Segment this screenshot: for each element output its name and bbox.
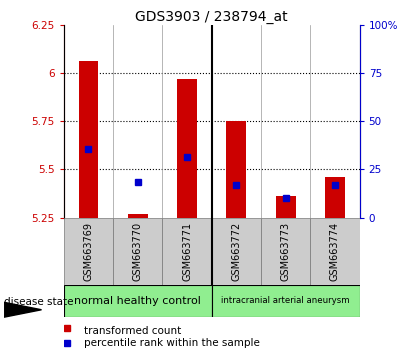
- Bar: [310, 218, 360, 285]
- Text: GSM663771: GSM663771: [182, 222, 192, 281]
- Bar: [128, 214, 148, 218]
- Text: GSM663773: GSM663773: [281, 222, 291, 281]
- Bar: [261, 218, 310, 285]
- Bar: [212, 218, 261, 285]
- Bar: [226, 121, 246, 218]
- Text: percentile rank within the sample: percentile rank within the sample: [84, 338, 260, 348]
- Text: GSM663774: GSM663774: [330, 222, 340, 281]
- Text: transformed count: transformed count: [84, 326, 182, 336]
- Bar: [177, 79, 197, 218]
- Bar: [79, 62, 98, 218]
- Bar: [64, 218, 113, 285]
- Bar: [113, 218, 162, 285]
- Bar: [212, 285, 360, 317]
- Text: disease state: disease state: [4, 297, 74, 307]
- Title: GDS3903 / 238794_at: GDS3903 / 238794_at: [135, 10, 288, 24]
- Text: GSM663769: GSM663769: [83, 222, 93, 281]
- Bar: [276, 196, 296, 218]
- Text: GSM663772: GSM663772: [231, 222, 241, 281]
- Polygon shape: [4, 302, 42, 317]
- Text: normal healthy control: normal healthy control: [74, 296, 201, 306]
- Text: GSM663770: GSM663770: [133, 222, 143, 281]
- Bar: [162, 218, 212, 285]
- Text: intracranial arterial aneurysm: intracranial arterial aneurysm: [222, 296, 350, 306]
- Bar: [325, 177, 345, 218]
- Bar: [64, 285, 212, 317]
